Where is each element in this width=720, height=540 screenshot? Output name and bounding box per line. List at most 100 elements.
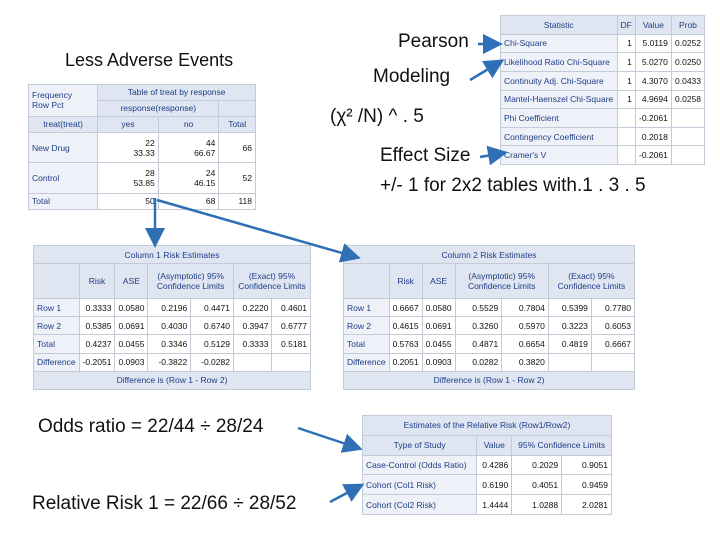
table-cell: yes — [97, 115, 159, 133]
table-cell: response(response) — [97, 99, 220, 117]
cell-line: 33.33 — [133, 147, 155, 158]
table-cell: Table of treat by response — [97, 84, 256, 101]
table-cell: 2.0281 — [561, 494, 612, 515]
row: Difference -0.2051 0.0903 -0.3822 -0.0282 — [33, 352, 311, 372]
row: treat(treat) yes no Total — [27, 115, 256, 133]
table-cell: Difference is (Row 1 - Row 2) — [343, 370, 635, 391]
table-cell: Difference — [33, 352, 80, 372]
table: Statistic DF Value Prob Chi-Square 1 5.0119 0.0… — [500, 15, 706, 165]
table: Frequency Row Pct Table of treat by respon… — [27, 84, 256, 211]
cell-line: 46.15 — [194, 178, 216, 189]
table-cell: Row 1 — [33, 297, 80, 318]
table-cell: Statistic — [500, 15, 618, 35]
relative-risk-table: Estimates of the Relative Risk (Row1/Row… — [361, 415, 612, 515]
table-cell: 0.6740 — [190, 316, 234, 336]
table-cell: Contingency Coefficient — [500, 126, 618, 147]
table-cell: Cramer's V — [500, 145, 618, 165]
row: Estimates of the Relative Risk (Row1/Row… — [362, 415, 612, 436]
table: Column 2 Risk Estimates Risk ASE (Asymptoti… — [343, 244, 636, 391]
table-cell: Likelihood Ratio Chi-Square — [500, 52, 618, 72]
cell-line: Frequency — [32, 90, 73, 101]
row: Frequency Row Pct Table of treat by respon… — [27, 84, 256, 117]
cell-line: 44 — [205, 137, 216, 148]
table-cell: Value — [476, 434, 513, 456]
table-cell — [670, 145, 706, 165]
table-cell: 52 — [218, 162, 256, 194]
row: Cohort (Col1 Risk) 0.6190 0.4051 0.9459 — [361, 474, 612, 496]
table-cell: 66 — [218, 131, 256, 164]
table-cell: Column 2 Risk Estimates — [343, 244, 635, 265]
cell-line: Row Pct — [32, 100, 64, 111]
cell-line: 53.85 — [133, 178, 155, 189]
annotation: Pearson — [398, 31, 469, 52]
row: Chi-Square 1 5.0119 0.0252 — [500, 33, 706, 54]
table-cell: New Drug — [27, 131, 99, 164]
cell-line: 66.67 — [194, 147, 216, 158]
row: Total 50 68 118 — [27, 192, 256, 211]
row: Likelihood Ratio Chi-Square 1 5.0270 0.0250 — [500, 52, 706, 72]
row: Phi Coefficient -0.2061 — [500, 108, 706, 128]
arrow — [329, 483, 365, 504]
row: response(response) — [29, 99, 256, 117]
table-cell: Estimates of the Relative Risk (Row1/Row… — [362, 415, 612, 436]
table-cell: Row 2 — [343, 316, 390, 336]
row: Risk ASE (Asymptotic) 95% Confidence Limit… — [33, 263, 312, 299]
table-cell: Frequency Row Pct — [27, 84, 99, 117]
row: Row 1 0.6667 0.0580 0.5529 0.7804 0.5399 0.778… — [343, 297, 636, 318]
table-cell: (Exact) 95% Confidence Limits — [232, 263, 312, 299]
table-cell: 0.5181 — [271, 334, 311, 354]
row: Risk ASE (Asymptotic) 95% Confidence Limit… — [343, 263, 636, 299]
row: Difference is (Row 1 - Row 2) — [343, 370, 635, 391]
table-cell: treat(treat) — [27, 115, 99, 133]
table-cell — [218, 99, 256, 117]
row: Column 1 Risk Estimates — [33, 244, 311, 265]
arrow — [156, 198, 361, 263]
arrow — [479, 145, 508, 166]
annotation: Modeling — [373, 66, 451, 87]
annotation: (χ² /N) ^ . 5 — [330, 106, 424, 127]
table-cell: Chi-Square — [500, 33, 618, 54]
risk-table: Column 1 Risk Estimates Risk ASE (Asymptoti… — [33, 244, 312, 391]
arrow — [297, 426, 363, 453]
table-cell — [616, 145, 636, 165]
table-cell: Total — [218, 115, 256, 133]
table-cell: Risk — [388, 263, 423, 299]
table-cell: Total — [33, 334, 80, 354]
row: Cramer's V -0.2061 — [500, 145, 706, 165]
risk-table: Column 2 Risk Estimates Risk ASE (Asymptoti… — [343, 244, 636, 391]
row: Type of Study Value 95% Confidence Limits — [361, 434, 612, 456]
annotation: Effect Size — [380, 145, 471, 166]
annotation: Relative Risk 1 = 22/66 ÷ 28/52 — [32, 493, 297, 514]
table-cell: Mantel-Haenszel Chi-Square — [500, 89, 618, 110]
table-cell: 1 — [616, 33, 636, 54]
row: Column 2 Risk Estimates — [343, 244, 635, 265]
table-cell: 1.4444 — [476, 494, 513, 515]
row: New Drug 22 33.33 44 66.67 66 — [27, 131, 256, 164]
table-cell: Control — [27, 162, 99, 194]
table-cell: (Asymptotic) 95% Confidence Limits — [147, 263, 234, 299]
table-cell: 28 53.85 — [97, 162, 159, 194]
row: Difference is (Row 1 - Row 2) — [33, 370, 311, 391]
table-cell: Risk — [78, 263, 116, 299]
table-cell: Total — [27, 192, 99, 211]
arrow — [469, 59, 505, 82]
annotation: Less Adverse Events — [65, 50, 234, 70]
cell-line: 28 — [145, 168, 155, 179]
table-cell: 22 33.33 — [97, 131, 159, 164]
row: Row 2 0.4615 0.0691 0.3260 0.5970 0.3223 0.605… — [343, 316, 636, 336]
row: Mantel-Haenszel Chi-Square 1 4.9694 0.0258 — [500, 89, 706, 110]
cell-line: 24 — [205, 168, 216, 179]
table-cell: Prob — [670, 15, 706, 35]
table-cell: Difference is (Row 1 - Row 2) — [33, 370, 311, 391]
table-cell: -0.2061 — [634, 145, 672, 165]
table-cell: no — [157, 115, 220, 133]
table-cell: Difference — [343, 352, 390, 372]
table: Column 1 Risk Estimates Risk ASE (Asymptoti… — [33, 244, 312, 391]
table-cell: (Asymptotic) 95% Confidence Limits — [454, 263, 549, 299]
table-cell: Phi Coefficient — [500, 108, 618, 128]
table-cell: Column 1 Risk Estimates — [33, 244, 311, 265]
table: Estimates of the Relative Risk (Row1/Row… — [361, 415, 612, 515]
table-cell — [343, 263, 390, 299]
